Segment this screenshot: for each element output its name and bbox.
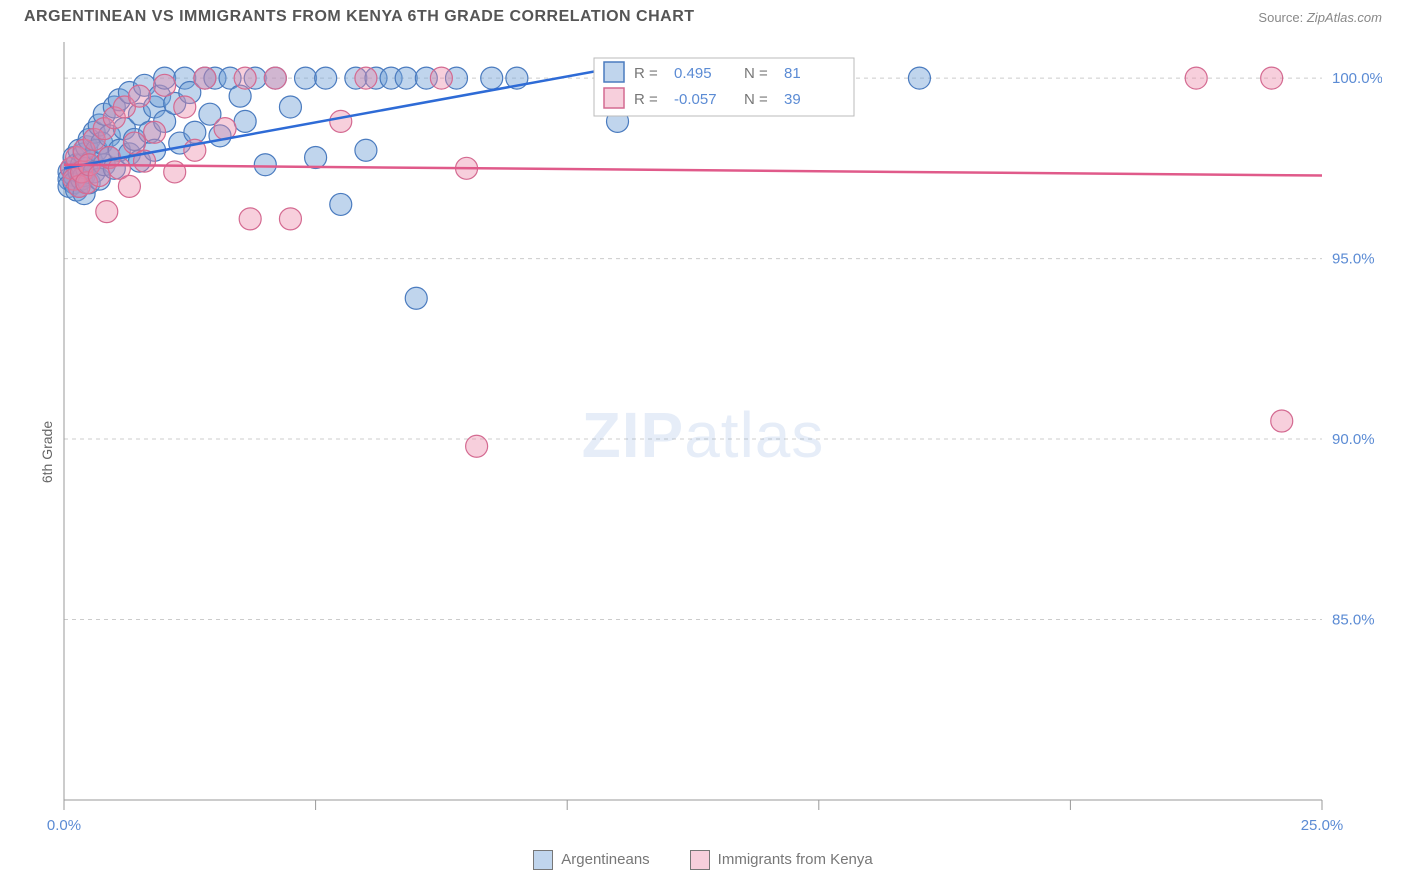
legend-swatch-kenya (690, 850, 710, 870)
svg-text:39: 39 (784, 91, 801, 108)
svg-text:N =: N = (744, 65, 768, 82)
svg-text:R =: R = (634, 65, 658, 82)
svg-text:85.0%: 85.0% (1332, 612, 1375, 629)
svg-text:0.495: 0.495 (674, 65, 712, 82)
svg-text:-0.057: -0.057 (674, 91, 717, 108)
chart-area: 6th Grade ZIPatlas 85.0%90.0%95.0%100.0%… (24, 34, 1382, 870)
svg-text:95.0%: 95.0% (1332, 251, 1375, 268)
svg-text:0.0%: 0.0% (47, 817, 81, 834)
legend-item-argentineans: Argentineans (533, 850, 649, 870)
svg-text:25.0%: 25.0% (1301, 817, 1344, 834)
svg-text:N =: N = (744, 91, 768, 108)
y-axis-label: 6th Grade (39, 421, 55, 483)
svg-text:90.0%: 90.0% (1332, 431, 1375, 448)
title-bar: ARGENTINEAN VS IMMIGRANTS FROM KENYA 6TH… (0, 0, 1406, 30)
bottom-legend: Argentineans Immigrants from Kenya (24, 850, 1382, 870)
legend-label-kenya: Immigrants from Kenya (718, 851, 873, 868)
svg-text:81: 81 (784, 65, 801, 82)
source-credit: Source: ZipAtlas.com (1258, 10, 1382, 25)
legend-item-kenya: Immigrants from Kenya (690, 850, 873, 870)
legend-label-argentineans: Argentineans (561, 851, 649, 868)
source-label: Source: (1258, 10, 1303, 25)
legend-swatch-argentineans (533, 850, 553, 870)
chart-title: ARGENTINEAN VS IMMIGRANTS FROM KENYA 6TH… (24, 8, 695, 26)
svg-text:100.0%: 100.0% (1332, 70, 1382, 87)
source-link[interactable]: ZipAtlas.com (1307, 10, 1382, 25)
svg-text:R =: R = (634, 91, 658, 108)
scatter-chart: 85.0% 90.0% 95.0% 100.0% 0.0% 25.0% R = 0.495 N … (24, 34, 1382, 844)
